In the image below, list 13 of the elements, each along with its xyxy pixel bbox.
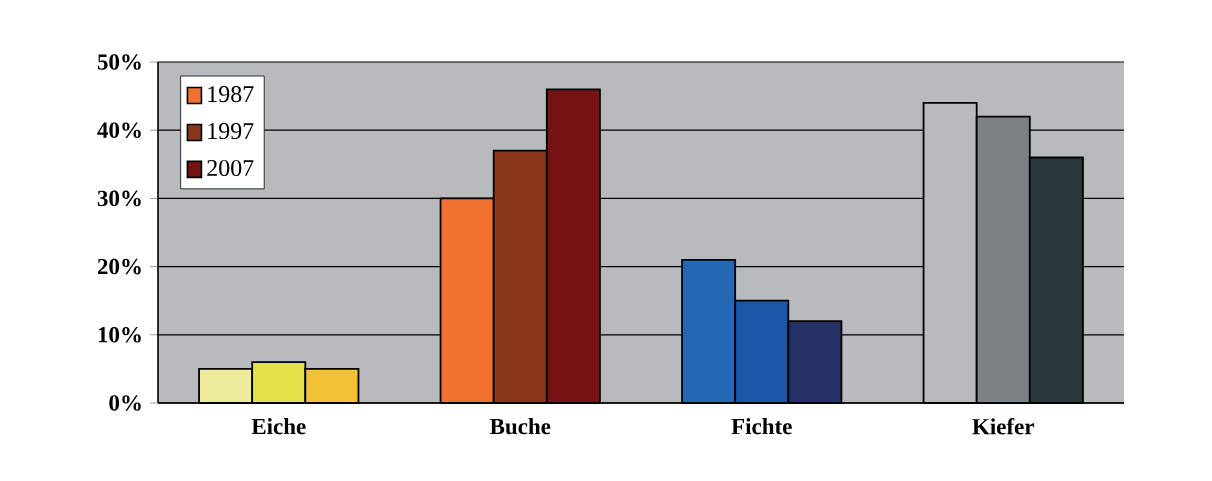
y-tick-label: 10% xyxy=(98,327,141,343)
y-tick-label: 50% xyxy=(97,54,141,70)
legend-label: 1997 xyxy=(208,122,254,140)
y-tick-label: 30% xyxy=(97,190,141,207)
x-tick-label: Eiche xyxy=(251,418,306,435)
legend-label: 2007 xyxy=(207,159,254,177)
x-tick-label: Fichte xyxy=(731,418,792,435)
legend-label: 1987 xyxy=(208,86,254,103)
x-tick-label: Buche xyxy=(489,418,551,435)
y-tick-label: 40% xyxy=(97,122,141,139)
x-tick-label: Kiefer xyxy=(972,418,1035,435)
y-tick-label: 20% xyxy=(97,258,141,275)
y-tick-label: 0% xyxy=(109,395,141,411)
